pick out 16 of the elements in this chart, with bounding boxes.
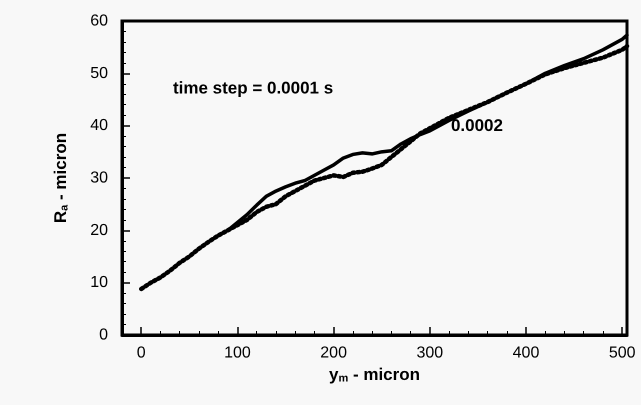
annotation: time step = 0.0001 s xyxy=(173,78,334,98)
x-tick-label: 300 xyxy=(416,344,444,362)
y-tick-label: 40 xyxy=(90,117,108,134)
x-tick-label: 400 xyxy=(512,344,540,362)
y-tick-label: 20 xyxy=(90,222,108,239)
y-axis-title: Ra - micron xyxy=(51,132,70,224)
y-tick-label: 30 xyxy=(90,170,108,186)
x-tick-label: 100 xyxy=(224,344,251,362)
x-tick-label: 500 xyxy=(608,344,636,362)
y-tick-label: 10 xyxy=(90,274,108,292)
x-tick-label: 0 xyxy=(136,344,146,362)
y-tick-label: 50 xyxy=(90,64,108,82)
y-tick-label: 0 xyxy=(99,326,108,344)
x-tick-label: 200 xyxy=(320,344,348,362)
y-tick-label: 60 xyxy=(90,12,108,30)
annotation: 0.0002 xyxy=(450,116,503,136)
